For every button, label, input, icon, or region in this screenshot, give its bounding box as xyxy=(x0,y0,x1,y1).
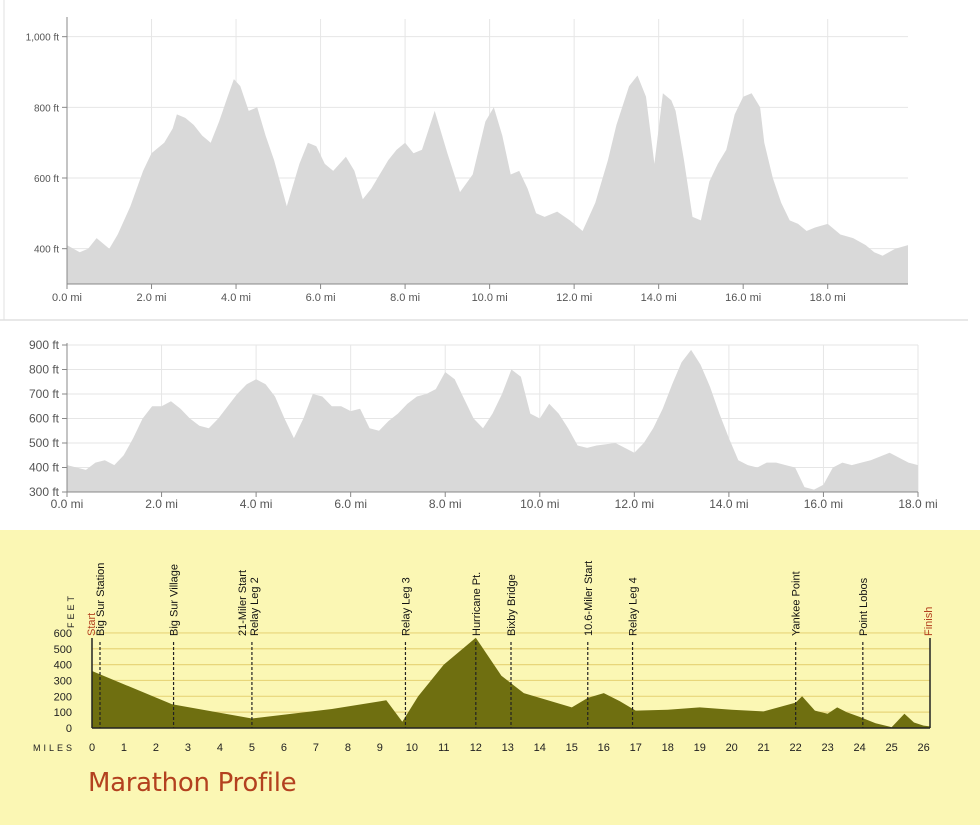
elevation-chart-2: 300 ft 400 ft 500 ft 600 ft 700 ft 800 ft 900 … xyxy=(0,326,980,526)
x-tick-label: 10 xyxy=(406,742,418,754)
landmark-label: Point Lobos xyxy=(858,577,870,636)
x-tick-label: 8.0 mi xyxy=(390,292,420,304)
x-tick-label: 13 xyxy=(502,742,514,754)
x-tick-label: 4.0 mi xyxy=(240,497,273,511)
y-tick-label: 600 ft xyxy=(29,412,60,426)
landmark-label: Relay Leg 4 xyxy=(628,577,640,636)
x-tick-label: 26 xyxy=(917,742,929,754)
y-tick-label: 600 ft xyxy=(34,174,59,185)
x-tick-label: 4.0 mi xyxy=(221,292,251,304)
y-tick-label: 800 ft xyxy=(34,103,59,114)
x-tick-label: 11 xyxy=(438,742,449,754)
finish-label: Finish xyxy=(923,607,935,636)
y-tick-label: 300 ft xyxy=(29,485,60,499)
x-tick-label: 12.0 mi xyxy=(615,497,654,511)
x-tick-label: 5 xyxy=(249,742,255,754)
start-label: Start xyxy=(86,613,98,636)
elevation-chart-1-svg: 400 ft 600 ft 800 ft 1,000 ft 0.0 mi 2.0 mi 4.… xyxy=(0,0,968,321)
landmark-label: Big Sur Village xyxy=(169,564,181,636)
elevation-chart-2-svg: 300 ft 400 ft 500 ft 600 ft 700 ft 800 ft 900 … xyxy=(29,338,938,511)
landmark-label: Relay Leg 2 xyxy=(249,577,261,636)
x-tick-label: 2.0 mi xyxy=(137,292,167,304)
y-tick-label: 700 ft xyxy=(29,387,60,401)
y-tick-label: 600 xyxy=(54,628,72,640)
x-tick-label: 6 xyxy=(281,742,287,754)
x-tick-label: 10.0 mi xyxy=(472,292,508,304)
x-tick-label: 6.0 mi xyxy=(306,292,336,304)
x-tick-label: 22 xyxy=(790,742,802,754)
y-tick-label: 400 ft xyxy=(29,461,60,475)
x-tick-label: 14 xyxy=(534,742,546,754)
elevation-area xyxy=(67,349,918,492)
x-tick-label: 12 xyxy=(470,742,482,754)
x-tick-label: 12.0 mi xyxy=(556,292,592,304)
x-tick-label: 16.0 mi xyxy=(725,292,761,304)
y-tick-label: 500 ft xyxy=(29,436,60,450)
x-tick-label: 6.0 mi xyxy=(334,497,367,511)
x-tick-label: 0.0 mi xyxy=(51,497,84,511)
x-tick-label: 17 xyxy=(630,742,642,754)
y-tick-label: 500 xyxy=(54,644,72,656)
y-tick-label: 800 ft xyxy=(29,363,60,377)
y-tick-label: 400 ft xyxy=(34,245,59,256)
landmark-label: Relay Leg 3 xyxy=(400,577,412,636)
x-tick-label: 23 xyxy=(822,742,834,754)
x-tick-label: 14.0 mi xyxy=(709,497,748,511)
x-tick-label: 15 xyxy=(566,742,578,754)
x-tick-label: 14.0 mi xyxy=(641,292,677,304)
landmark-label: Yankee Point xyxy=(791,571,803,636)
x-tick-label: 9 xyxy=(377,742,383,754)
x-tick-label: 1 xyxy=(121,742,127,754)
x-tick-label: 18.0 mi xyxy=(898,497,937,511)
x-tick-label: 21 xyxy=(758,742,770,754)
elevation-chart-1: 400 ft 600 ft 800 ft 1,000 ft 0.0 mi 2.0 mi 4.… xyxy=(0,0,980,322)
landmark-label: Bixby Bridge xyxy=(506,574,518,636)
x-tick-label: 20 xyxy=(726,742,738,754)
x-tick-label: 2 xyxy=(153,742,159,754)
marathon-profile-chart: 0 100 200 300 400 500 600 FEET MILES 0 1 2 3 4 5 6 7 8 9 10… xyxy=(0,530,980,825)
y-tick-label: 100 xyxy=(54,707,72,719)
x-tick-label: 8.0 mi xyxy=(429,497,462,511)
landmark-label: Hurricane Pt. xyxy=(471,572,483,636)
x-tick-label: 7 xyxy=(313,742,319,754)
landmark-label: 21-Miler Start xyxy=(237,570,249,636)
x-tick-label: 16 xyxy=(598,742,610,754)
x-tick-label: 10.0 mi xyxy=(520,497,559,511)
y-axis-label: FEET xyxy=(66,593,76,628)
x-tick-label: 18.0 mi xyxy=(810,292,846,304)
x-tick-label: 18 xyxy=(662,742,674,754)
landmark-label: Big Sur Station xyxy=(95,563,107,636)
x-tick-label: 24 xyxy=(854,742,866,754)
x-tick-label: 19 xyxy=(694,742,706,754)
x-tick-label: 2.0 mi xyxy=(145,497,178,511)
y-tick-label: 200 xyxy=(54,691,72,703)
chart-title: Marathon Profile xyxy=(88,768,297,798)
x-tick-label: 8 xyxy=(345,742,351,754)
x-tick-label: 25 xyxy=(885,742,897,754)
x-tick-label: 16.0 mi xyxy=(804,497,843,511)
y-tick-label: 1,000 ft xyxy=(26,33,60,44)
y-tick-label: 400 xyxy=(54,660,72,672)
x-tick-label: 3 xyxy=(185,742,191,754)
elevation-area xyxy=(67,75,908,284)
x-tick-label: 0.0 mi xyxy=(52,292,82,304)
landmark-label: 10.6-Miler Start xyxy=(583,561,595,636)
y-tick-label: 900 ft xyxy=(29,338,60,352)
x-tick-label: 0 xyxy=(89,742,95,754)
y-tick-label: 300 xyxy=(54,675,72,687)
y-tick-label: 0 xyxy=(66,723,72,735)
x-tick-label: 4 xyxy=(217,742,223,754)
x-axis-label: MILES xyxy=(33,743,75,753)
